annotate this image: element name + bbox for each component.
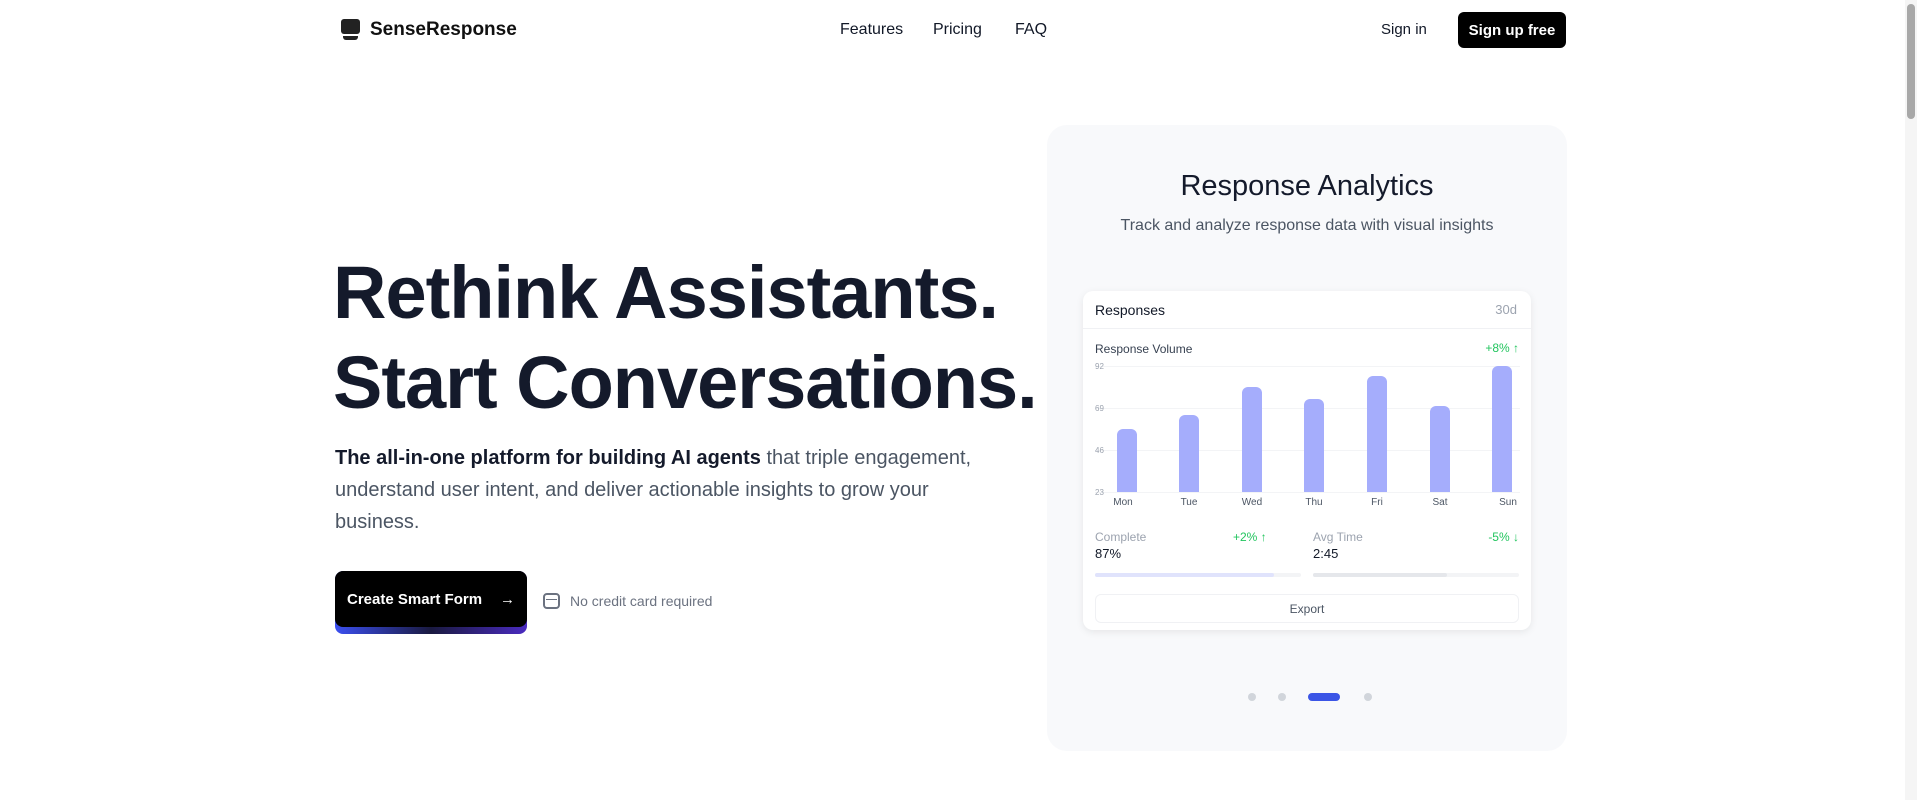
gridline <box>1095 492 1520 493</box>
stat-avgtime-label: Avg Time <box>1313 530 1363 544</box>
brand-name: SenseResponse <box>370 19 517 40</box>
y-tick-label: 46 <box>1095 446 1104 455</box>
showcase-title: Response Analytics <box>1180 170 1434 202</box>
card-title: Responses <box>1095 302 1166 318</box>
avgtime-progress <box>1313 573 1519 577</box>
y-tick-label: 92 <box>1095 362 1104 371</box>
carousel-dot-2[interactable] <box>1278 693 1286 701</box>
note-text: No credit card required <box>570 593 713 609</box>
x-tick-label: Fri <box>1371 497 1383 508</box>
bar-fri[interactable] <box>1367 375 1387 492</box>
carousel-dot-4[interactable] <box>1364 693 1372 701</box>
chart-change: +8% ↑ <box>1485 341 1519 355</box>
bar-thu[interactable] <box>1304 398 1324 492</box>
carousel-dot-3[interactable] <box>1308 693 1340 701</box>
x-tick-label: Tue <box>1180 497 1198 508</box>
card-header <box>1083 291 1531 329</box>
stat-avgtime-change: -5% ↓ <box>1488 530 1519 544</box>
bar-tue[interactable] <box>1179 415 1199 492</box>
y-tick-label: 23 <box>1095 488 1104 497</box>
arrow-right-icon: → <box>500 590 516 608</box>
gridline <box>1095 366 1520 367</box>
bar-sat[interactable] <box>1430 405 1450 492</box>
credit-card-icon <box>543 593 560 609</box>
x-tick-label: Thu <box>1305 497 1323 508</box>
showcase-subtitle: Track and analyze response data with vis… <box>1120 217 1494 234</box>
x-tick-label: Mon <box>1113 497 1133 508</box>
stat-avgtime-value: 2:45 <box>1313 546 1339 561</box>
no-credit-card-note: No credit card required <box>543 593 712 609</box>
x-tick-label: Sun <box>1499 497 1517 508</box>
hero-headline: Rethink Assistants. Start Conversations. <box>333 248 1038 428</box>
bar-mon[interactable] <box>1117 429 1137 492</box>
headline-line-1: Rethink Assistants. <box>333 251 999 334</box>
brand-logo[interactable]: SenseResponse <box>341 19 517 41</box>
lead-bold: The all-in-one platform for building AI … <box>335 447 761 469</box>
stat-complete-value: 87% <box>1095 546 1122 561</box>
nav-pricing[interactable]: Pricing <box>933 21 982 38</box>
sign-up-button[interactable]: Sign up free <box>1458 12 1566 48</box>
stat-complete-change: +2% ↑ <box>1233 530 1267 544</box>
export-button[interactable]: Export <box>1095 594 1519 623</box>
x-tick-label: Wed <box>1241 497 1263 508</box>
create-smart-form-button[interactable]: Create Smart Form → <box>335 571 527 634</box>
chart-title: Response Volume <box>1095 342 1193 356</box>
hero-description: The all-in-one platform for building AI … <box>335 442 975 538</box>
nav-features[interactable]: Features <box>840 21 904 38</box>
carousel-dot-1[interactable] <box>1248 693 1256 701</box>
monitor-icon <box>341 19 360 41</box>
responses-card: Responses 30d Response Volume +8% ↑ 92 69… <box>1083 291 1531 630</box>
cta-label: Create Smart Form <box>347 590 483 608</box>
stat-complete-label: Complete <box>1095 530 1147 544</box>
lead-rest: that triple engagement, understand user … <box>335 447 972 533</box>
scrollbar-thumb[interactable] <box>1907 4 1915 119</box>
bar-sun[interactable] <box>1492 366 1512 492</box>
x-tick-label: Sat <box>1432 497 1448 508</box>
scrollbar[interactable] <box>1905 0 1917 800</box>
bar-wed[interactable] <box>1242 386 1262 492</box>
headline-line-2: Start Conversations. <box>333 341 1038 424</box>
y-tick-label: 69 <box>1095 404 1104 413</box>
period-label: 30d <box>1495 302 1517 317</box>
sign-in-link[interactable]: Sign in <box>1381 21 1427 38</box>
complete-progress <box>1095 573 1301 577</box>
nav-faq[interactable]: FAQ <box>1015 21 1048 38</box>
